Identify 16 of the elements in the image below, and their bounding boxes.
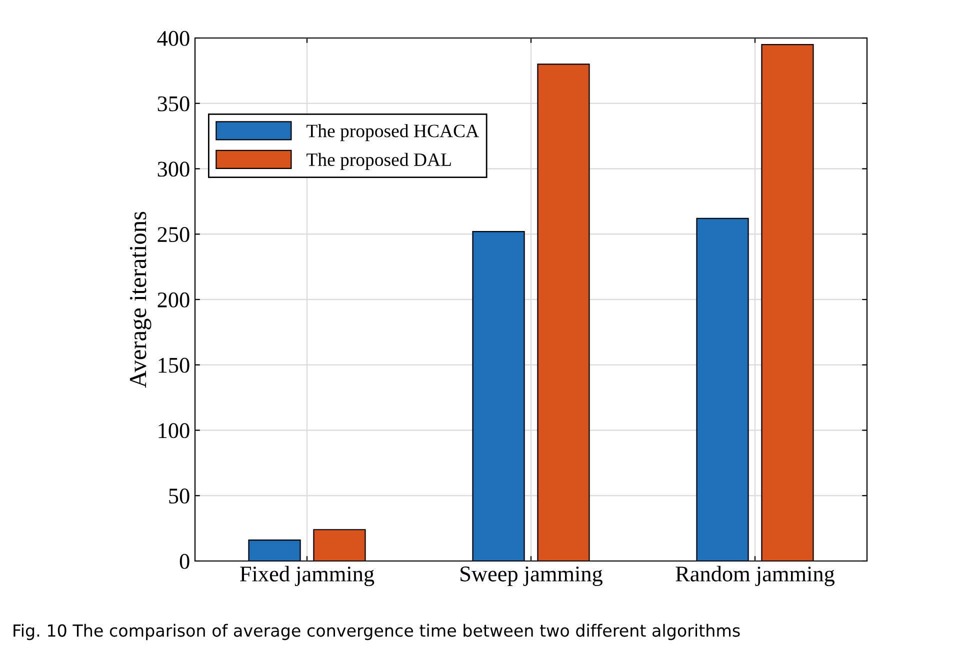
- y-tick-label: 50: [169, 488, 190, 504]
- y-tick-label: 400: [157, 30, 190, 46]
- x-tick-label: Sweep jamming: [460, 566, 602, 586]
- y-tick-label: 0: [180, 554, 190, 569]
- legend-label: The proposed DAL: [306, 152, 451, 170]
- legend-label: The proposed HCACA: [306, 124, 479, 142]
- y-tick-label: 200: [158, 292, 190, 308]
- x-tick-label: Fixed jamming: [240, 566, 374, 586]
- y-tick-label: 350: [158, 96, 190, 112]
- caption: Fig. 10 The comparison of average convergence time between two different algorithms: [14, 624, 740, 640]
- y-tick-label: 100: [158, 423, 190, 438]
- y-axis-title: Average iterations: [130, 212, 152, 388]
- y-tick-label: 150: [158, 358, 190, 373]
- y-tick-label: 250: [158, 227, 190, 242]
- y-tick-label: 300: [158, 162, 190, 177]
- x-tick-label: Random jamming: [676, 566, 835, 586]
